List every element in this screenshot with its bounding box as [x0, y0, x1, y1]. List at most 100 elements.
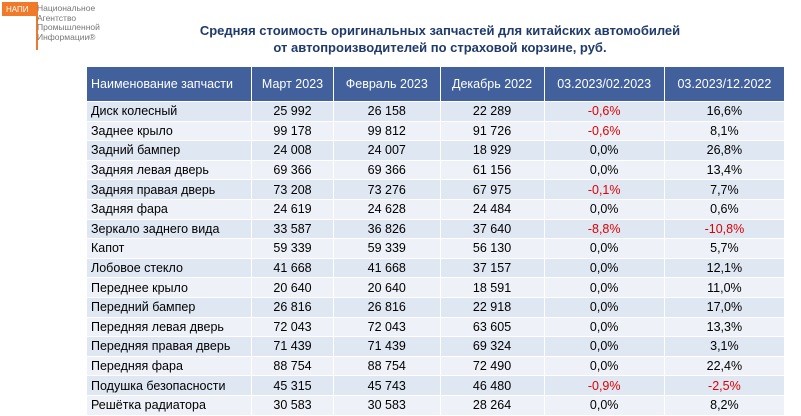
logo-line: Национальное: [37, 3, 96, 13]
part-name: Зеркало заднего вида: [86, 218, 252, 240]
column-header: 03.2023/02.2023: [543, 66, 665, 102]
part-name: Подушка безопасности: [86, 375, 252, 396]
value-cell: 24 619: [250, 198, 335, 220]
value-cell: 69 366: [333, 159, 441, 181]
value-cell: -8,8%: [543, 218, 665, 240]
table-row: Передняя правая дверь 71 439 71 439 69 324 0…: [86, 336, 786, 357]
value-cell: 88 754: [250, 355, 335, 377]
value-cell: 0,6%: [663, 198, 786, 220]
table-row: Задняя правая дверь 73 208 73 276 67 975 -0,…: [86, 179, 786, 200]
value-cell: -0,6%: [543, 101, 665, 122]
table-row: Задний бампер 24 008 24 007 18 929 0,0% 26,8%: [86, 140, 786, 161]
value-cell: 71 439: [250, 336, 335, 357]
value-cell: 99 178: [250, 120, 335, 142]
value-cell: 69 366: [250, 159, 335, 181]
value-cell: 12,1%: [663, 257, 786, 279]
value-cell: 0,0%: [543, 316, 665, 338]
part-name: Задний бампер: [86, 140, 252, 161]
value-cell: 46 480: [439, 375, 545, 396]
value-cell: 72 043: [250, 316, 335, 338]
value-cell: 0,0%: [543, 336, 665, 357]
value-cell: 88 754: [333, 355, 441, 377]
value-cell: 24 628: [333, 198, 441, 220]
value-cell: 72 043: [333, 316, 441, 338]
value-cell: -0,1%: [543, 179, 665, 200]
column-header: Наименование запчасти: [86, 66, 252, 102]
value-cell: 0,0%: [543, 140, 665, 161]
part-name: Переднее крыло: [86, 277, 252, 298]
value-cell: 20 640: [250, 277, 335, 298]
logo-line: Информации®: [37, 31, 96, 42]
value-cell: 26 158: [333, 101, 441, 122]
value-cell: 18 929: [439, 140, 545, 161]
price-table: Наименование запчасти Март 2023 Февраль 20…: [86, 66, 786, 416]
value-cell: 99 812: [333, 120, 441, 142]
table-row: Задняя левая дверь 69 366 69 366 61 156 0,0%…: [86, 159, 786, 181]
value-cell: 0,0%: [543, 355, 665, 377]
table-row: Заднее крыло 99 178 99 812 91 726 -0,6% 8,1%: [86, 120, 786, 142]
column-header: Февраль 2023: [333, 66, 441, 102]
table-row: Зеркало заднего вида 33 587 36 826 37 640 -8…: [86, 218, 786, 240]
logo-badge-box: НАПИ: [2, 2, 36, 16]
value-cell: 69 324: [439, 336, 545, 357]
title: Средняя стоимость оригинальных запчастей…: [120, 22, 760, 56]
value-cell: 3,1%: [663, 336, 786, 357]
logo-line: Агентство: [37, 12, 77, 23]
value-cell: 59 339: [250, 238, 335, 259]
value-cell: 45 743: [333, 375, 441, 396]
value-cell: 73 208: [250, 179, 335, 200]
table-row: Капот 59 339 59 339 56 130 0,0% 5,7%: [86, 238, 786, 259]
value-cell: -10,8%: [663, 218, 786, 240]
table-row: Лобовое стекло 41 668 41 668 37 157 0,0% 12,1…: [86, 257, 786, 279]
value-cell: 0,0%: [543, 296, 665, 318]
value-cell: 0,0%: [543, 159, 665, 181]
value-cell: 36 826: [333, 218, 441, 240]
value-cell: 17,0%: [663, 296, 786, 318]
part-name: Задняя правая дверь: [86, 179, 252, 200]
value-cell: 22,4%: [663, 355, 786, 377]
value-cell: 18 591: [439, 277, 545, 298]
logo-line: Промышленной: [37, 22, 100, 32]
value-cell: 56 130: [439, 238, 545, 259]
value-cell: 11,0%: [663, 277, 786, 298]
value-cell: 24 484: [439, 198, 545, 220]
value-cell: 0,0%: [543, 238, 665, 259]
value-cell: 67 975: [439, 179, 545, 200]
table-row: Задняя фара 24 619 24 628 24 484 0,0% 0,6%: [86, 198, 786, 220]
value-cell: 63 605: [439, 316, 545, 338]
value-cell: 5,7%: [663, 238, 786, 259]
table-row: Переднее крыло 20 640 20 640 18 591 0,0% 11,0…: [86, 277, 786, 298]
value-cell: 61 156: [439, 159, 545, 181]
value-cell: -0,6%: [543, 120, 665, 142]
value-cell: 7,7%: [663, 179, 786, 200]
value-cell: 13,4%: [663, 159, 786, 181]
value-cell: 0,0%: [543, 277, 665, 298]
part-name: Передняя левая дверь: [86, 316, 252, 338]
value-cell: 72 490: [439, 355, 545, 377]
value-cell: 22 289: [439, 101, 545, 122]
logo-badge: НАПИ: [6, 5, 29, 14]
title-line: Средняя стоимость оригинальных запчастей…: [199, 23, 681, 38]
value-cell: 26,8%: [663, 140, 786, 161]
value-cell: 22 918: [439, 296, 545, 318]
table-row: Передняя левая дверь 72 043 72 043 63 605 0,…: [86, 316, 786, 338]
part-name: Передняя фара: [86, 355, 252, 377]
value-cell: 37 157: [439, 257, 545, 279]
part-name: Капот: [86, 238, 252, 259]
part-name: Диск колесный: [86, 101, 252, 122]
table-row: Передний бампер 26 816 26 816 22 918 0,0% 17,…: [86, 296, 786, 318]
value-cell: 24 008: [250, 140, 335, 161]
value-cell: 25 992: [250, 101, 335, 122]
table-row: Диск колесный 25 992 26 158 22 289 -0,6% 16,6…: [86, 101, 786, 122]
value-cell: 71 439: [333, 336, 441, 357]
value-cell: 73 276: [333, 179, 441, 200]
value-cell: 8,2%: [663, 394, 786, 416]
value-cell: 37 640: [439, 218, 545, 240]
part-name: Лобовое стекло: [86, 257, 252, 279]
value-cell: -0,9%: [543, 375, 665, 396]
value-cell: 41 668: [333, 257, 441, 279]
value-cell: 26 816: [250, 296, 335, 318]
part-name: Задняя левая дверь: [86, 159, 252, 181]
